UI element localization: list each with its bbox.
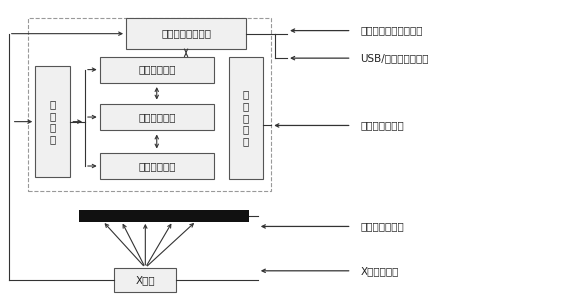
Text: 光电转换模块: 光电转换模块	[138, 161, 175, 171]
Text: 信号传输模块: 信号传输模块	[138, 65, 175, 75]
Text: 钐丝绳芯输送带: 钐丝绳芯输送带	[360, 222, 404, 231]
Bar	[28, 18, 271, 191]
Text: X光源: X光源	[135, 275, 155, 285]
Text: 线
阵
探
测
器: 线 阵 探 测 器	[243, 90, 248, 146]
Bar	[100, 104, 214, 130]
Bar	[126, 18, 246, 49]
Bar	[100, 153, 214, 179]
Text: 电
源
模
块: 电 源 模 块	[50, 99, 56, 144]
Bar	[35, 66, 70, 177]
Text: 图像处理、识别、分析: 图像处理、识别、分析	[360, 26, 423, 35]
Text: USB/千兆以太网接口: USB/千兆以太网接口	[360, 53, 429, 63]
Bar	[79, 210, 249, 222]
Bar	[100, 57, 214, 83]
Bar	[114, 268, 176, 292]
Text: 信号采集、处理: 信号采集、处理	[360, 121, 404, 130]
Bar	[229, 57, 263, 179]
Text: 信号采集模块: 信号采集模块	[138, 112, 175, 122]
Text: X光源发生器: X光源发生器	[360, 266, 398, 276]
Text: 计算机及系统软件: 计算机及系统软件	[161, 29, 211, 39]
